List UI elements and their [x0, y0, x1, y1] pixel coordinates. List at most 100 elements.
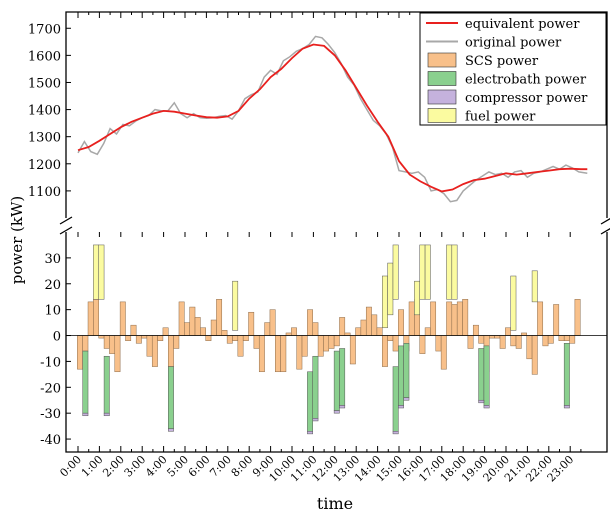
scs-bar — [472, 324, 479, 336]
fuel-bar — [446, 244, 453, 300]
x-tick-label: 5:00 — [164, 453, 191, 480]
fuel-bar — [414, 280, 420, 316]
scs-bar — [349, 335, 356, 365]
scs-bar — [157, 335, 164, 341]
scs-bar — [317, 335, 324, 357]
compressor-bar — [483, 405, 490, 409]
scs-bar — [365, 306, 372, 336]
fuel-bar — [531, 270, 538, 303]
scs-bar — [424, 327, 431, 336]
electrobath-bar — [82, 350, 89, 414]
scs-bar — [515, 335, 522, 349]
electrobath-bar — [307, 371, 313, 432]
scs-bar — [553, 304, 560, 336]
electrobath-bar — [403, 343, 410, 398]
scs-bar — [360, 319, 367, 336]
scs-bar — [237, 335, 244, 357]
bottom-frame — [65, 232, 608, 453]
legend-label: original power — [465, 36, 562, 51]
scs-bar — [558, 335, 565, 341]
legend-label: fuel power — [465, 110, 536, 125]
y-tick-label: -20 — [40, 381, 61, 396]
electrobath-bar — [312, 355, 319, 419]
electrobath-bar — [168, 366, 174, 429]
fuel-bar — [387, 262, 394, 316]
compressor-bar — [333, 410, 340, 414]
legend-box-swatch — [427, 108, 457, 123]
scs-bar — [232, 335, 239, 341]
scs-bar — [291, 327, 297, 336]
scs-bar — [451, 304, 458, 336]
legend-box-swatch — [427, 71, 457, 86]
scs-bar — [355, 327, 362, 336]
scs-bar — [387, 335, 394, 341]
equivalent-power-line — [77, 43, 588, 193]
electrobath-bar — [103, 355, 110, 414]
compressor-bar — [392, 431, 399, 435]
compressor-bar — [563, 405, 570, 409]
scs-bar — [210, 319, 217, 336]
scs-bar — [103, 335, 110, 349]
scs-bar — [430, 301, 437, 336]
scs-bar — [135, 335, 142, 344]
y-tick-label: 1500 — [28, 76, 61, 91]
axis-break-mark — [600, 217, 610, 225]
scs-bar — [168, 335, 174, 367]
compressor-bar — [398, 405, 404, 409]
scs-bar — [301, 335, 308, 357]
compressor-bar — [82, 412, 89, 417]
scs-bar — [547, 335, 554, 344]
x-tick-label: 3:00 — [122, 453, 149, 480]
y-tick-label: 30 — [44, 252, 61, 267]
top-frame — [65, 11, 608, 218]
scs-bar — [531, 335, 538, 375]
scs-bar — [226, 335, 233, 344]
y-tick-label: -40 — [40, 433, 61, 448]
electrobath-bar — [339, 348, 346, 406]
scs-bar — [151, 335, 158, 367]
axes-frame — [59, 11, 610, 453]
scs-bar — [194, 317, 201, 336]
scs-bar — [542, 335, 549, 347]
scs-bar — [408, 301, 415, 336]
y-tick-label: -10 — [40, 355, 61, 370]
scs-bar — [114, 335, 121, 373]
fuel-bar — [98, 244, 105, 300]
compressor-bar — [403, 397, 410, 401]
scs-bar — [184, 322, 190, 336]
electrobath-bar — [478, 348, 485, 401]
electrobath-bar — [483, 345, 490, 406]
electrobath-bar — [333, 350, 340, 411]
scs-bar — [258, 335, 265, 373]
fuel-bar — [419, 244, 426, 300]
scs-bar — [574, 299, 581, 336]
y-tick-label: 20 — [44, 278, 61, 293]
scs-bar — [505, 327, 511, 336]
scs-bar — [333, 335, 340, 347]
axis-break-mark — [59, 216, 73, 225]
fuel-bar — [93, 244, 99, 300]
y-tick-label: 1400 — [28, 104, 61, 119]
compressor-bar — [339, 405, 346, 409]
scs-bar — [435, 335, 442, 352]
y-tick-label: 0 — [53, 330, 61, 345]
scs-bar — [109, 335, 116, 354]
scs-bar — [398, 309, 404, 336]
y-tick-label: -30 — [40, 407, 61, 422]
legend-box-swatch — [427, 52, 457, 68]
scs-bar — [130, 324, 137, 336]
scs-bar — [563, 335, 570, 341]
scs-bar — [392, 335, 399, 352]
bottom-panel: -40 -30 -20 -10 0 10 20 30 — [40, 244, 607, 448]
axis-break-mark — [59, 226, 73, 235]
fuel-bar — [232, 280, 239, 331]
fuel-bar — [451, 244, 458, 300]
scs-bar — [478, 335, 485, 344]
y-tick-label: 1300 — [28, 131, 61, 146]
scs-bar — [323, 335, 330, 352]
scs-bar — [307, 309, 313, 336]
x-tick-label: 8:00 — [229, 453, 256, 480]
scs-bar — [173, 335, 180, 349]
x-axis-label: time — [317, 494, 353, 513]
